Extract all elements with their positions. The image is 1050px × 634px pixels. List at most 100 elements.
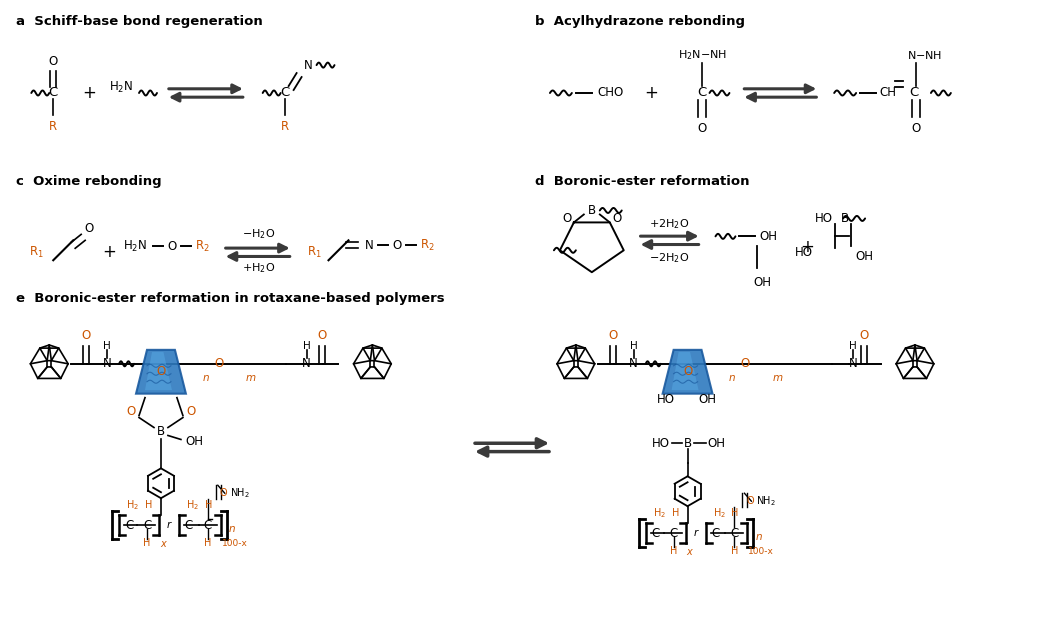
Text: m: m (246, 373, 256, 383)
Text: n: n (729, 373, 736, 383)
Text: d  Boronic-ester reformation: d Boronic-ester reformation (534, 174, 750, 188)
Text: c  Oxime rebonding: c Oxime rebonding (17, 174, 162, 188)
Text: HO: HO (795, 246, 814, 259)
Text: O: O (682, 365, 692, 378)
Text: O: O (562, 212, 571, 225)
Text: O: O (82, 330, 90, 342)
Text: OH: OH (855, 250, 874, 262)
Text: n: n (229, 524, 235, 534)
Text: C: C (731, 527, 738, 540)
Text: H$_2$: H$_2$ (653, 506, 666, 520)
Text: HO: HO (656, 393, 675, 406)
Text: B: B (588, 204, 596, 217)
Text: R: R (49, 120, 58, 133)
Text: C: C (909, 86, 919, 100)
Text: H: H (670, 546, 677, 556)
Text: R$_1$: R$_1$ (29, 245, 44, 260)
Text: NH$_2$: NH$_2$ (230, 486, 250, 500)
Text: H: H (630, 341, 637, 351)
Text: C: C (125, 519, 133, 531)
Text: B: B (156, 425, 165, 438)
Text: H: H (205, 500, 212, 510)
Text: O: O (860, 330, 868, 342)
Text: H$_2$N$-$NH: H$_2$N$-$NH (677, 48, 727, 62)
Text: O: O (214, 358, 224, 370)
Text: C: C (204, 519, 212, 531)
Text: N: N (848, 358, 858, 370)
Text: b  Acylhydrazone rebonding: b Acylhydrazone rebonding (534, 15, 744, 29)
Text: H$_2$N: H$_2$N (123, 239, 147, 254)
Text: OH: OH (708, 437, 726, 450)
Text: H$_2$: H$_2$ (126, 498, 139, 512)
Text: H: H (145, 500, 152, 510)
Text: O: O (48, 55, 58, 68)
Text: N: N (103, 358, 111, 370)
Text: C: C (185, 519, 193, 531)
Text: C: C (711, 527, 719, 540)
Text: O: O (747, 496, 754, 506)
Text: $+2$H$_2$O: $+2$H$_2$O (650, 217, 690, 231)
Text: CH: CH (879, 86, 896, 100)
Text: O: O (156, 365, 166, 378)
Text: N: N (629, 358, 638, 370)
Text: NH$_2$: NH$_2$ (756, 495, 776, 508)
Text: H: H (672, 508, 679, 518)
Text: OH: OH (759, 230, 777, 243)
Text: r: r (694, 528, 698, 538)
Text: O: O (697, 122, 707, 135)
Text: O: O (612, 212, 622, 225)
Text: a  Schiff-base bond regeneration: a Schiff-base bond regeneration (17, 15, 264, 29)
Text: CHO: CHO (597, 86, 624, 100)
Text: H$_2$: H$_2$ (186, 498, 198, 512)
Polygon shape (672, 352, 698, 390)
Text: H: H (849, 341, 857, 351)
Text: H$_2$N: H$_2$N (109, 79, 133, 94)
Text: O: O (393, 239, 401, 252)
Text: 100-x: 100-x (749, 547, 774, 556)
Text: H: H (103, 341, 111, 351)
Text: O: O (85, 222, 93, 235)
Polygon shape (663, 350, 713, 394)
Text: C: C (48, 86, 58, 100)
Text: C: C (670, 527, 677, 540)
Text: +: + (800, 238, 814, 256)
Text: x: x (687, 547, 692, 557)
Text: R: R (280, 120, 289, 133)
Text: n: n (203, 373, 209, 383)
Text: x: x (160, 539, 166, 549)
Text: e  Boronic-ester reformation in rotaxane-based polymers: e Boronic-ester reformation in rotaxane-… (17, 292, 445, 305)
Text: H$_2$: H$_2$ (713, 506, 726, 520)
Text: H: H (731, 546, 738, 556)
Text: n: n (755, 532, 762, 542)
Text: O: O (126, 405, 135, 418)
Text: r: r (167, 520, 171, 530)
Text: 100-x: 100-x (222, 539, 248, 548)
Text: O: O (317, 330, 327, 342)
Text: +: + (645, 84, 658, 102)
Text: $-2$H$_2$O: $-2$H$_2$O (650, 251, 690, 265)
Text: R$_2$: R$_2$ (195, 239, 210, 254)
Text: $+$H$_2$O: $+$H$_2$O (243, 261, 275, 275)
Text: O: O (741, 358, 750, 370)
Text: O: O (608, 330, 617, 342)
Text: N: N (302, 358, 311, 370)
Text: O: O (219, 488, 228, 498)
Text: N: N (304, 58, 313, 72)
Text: H: H (204, 538, 211, 548)
Text: C: C (143, 519, 151, 531)
Text: +: + (82, 84, 97, 102)
Text: O: O (186, 405, 195, 418)
Text: HO: HO (815, 212, 834, 225)
Text: OH: OH (185, 435, 203, 448)
Polygon shape (145, 352, 172, 390)
Text: H: H (302, 341, 311, 351)
Text: OH: OH (754, 276, 772, 288)
Text: B: B (841, 212, 849, 225)
Text: R$_2$: R$_2$ (420, 238, 435, 253)
Text: C: C (697, 86, 707, 100)
Text: $-$H$_2$O: $-$H$_2$O (243, 228, 275, 242)
Text: N$-$NH: N$-$NH (907, 49, 942, 61)
Text: N: N (364, 239, 373, 252)
Text: +: + (102, 243, 117, 261)
Text: B: B (684, 437, 692, 450)
